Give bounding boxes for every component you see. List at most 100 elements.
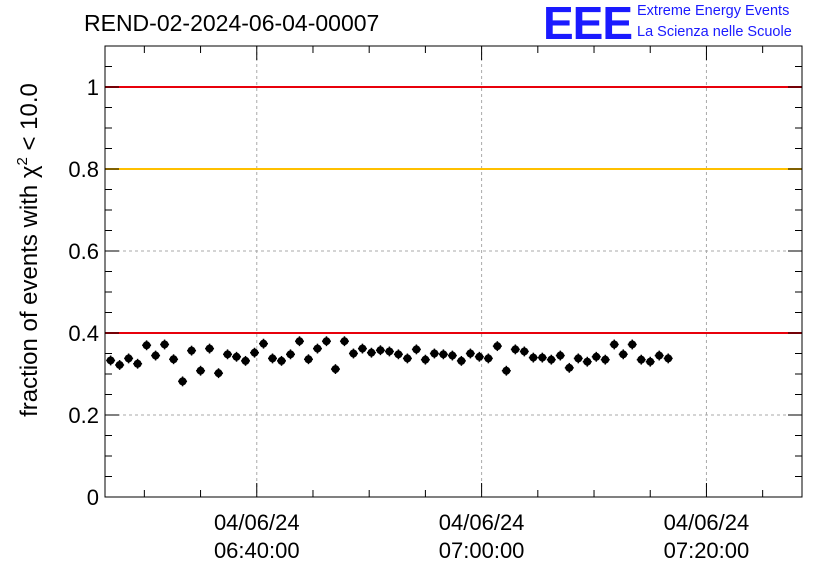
y-axis-label-text: fraction of events with χ bbox=[16, 165, 43, 417]
point-marker bbox=[367, 348, 376, 357]
data-point bbox=[393, 349, 403, 360]
point-marker bbox=[205, 344, 214, 353]
grid bbox=[105, 46, 802, 497]
data-point bbox=[483, 353, 493, 364]
data-point bbox=[142, 340, 152, 351]
data-point bbox=[564, 362, 574, 373]
y-axis-label: fraction of events with χ2 < 10.0 bbox=[14, 83, 43, 417]
x-tick-time: 07:20:00 bbox=[664, 538, 750, 563]
point-marker bbox=[628, 340, 637, 349]
point-marker bbox=[637, 355, 646, 364]
point-marker bbox=[151, 351, 160, 360]
point-marker bbox=[358, 344, 367, 353]
data-point bbox=[285, 349, 295, 360]
reference-lines bbox=[105, 86, 802, 334]
point-marker bbox=[466, 349, 475, 358]
data-point bbox=[312, 343, 322, 354]
point-marker bbox=[223, 350, 232, 359]
data-point bbox=[106, 355, 116, 366]
data-point bbox=[160, 339, 170, 350]
point-marker bbox=[457, 356, 466, 365]
data-point bbox=[429, 348, 439, 359]
y-tick-label: 0.8 bbox=[68, 157, 99, 182]
logo-line-2: La Scienza nelle Scuole bbox=[637, 24, 792, 40]
point-marker bbox=[250, 348, 259, 357]
data-point bbox=[582, 356, 592, 367]
data-points bbox=[106, 336, 673, 387]
data-point bbox=[303, 354, 313, 365]
point-marker bbox=[124, 354, 133, 363]
point-marker bbox=[295, 337, 304, 346]
data-point bbox=[339, 336, 349, 347]
data-point bbox=[223, 349, 233, 360]
data-point bbox=[205, 343, 215, 354]
data-point bbox=[510, 344, 520, 355]
data-point bbox=[438, 349, 448, 360]
data-point bbox=[169, 354, 179, 365]
point-marker bbox=[286, 350, 295, 359]
chart-title: REND-02-2024-06-04-00007 bbox=[84, 10, 380, 36]
data-point bbox=[357, 343, 367, 354]
y-tick-label: 0 bbox=[87, 485, 99, 510]
data-point bbox=[232, 351, 242, 362]
data-point bbox=[627, 339, 637, 350]
data-point bbox=[277, 355, 286, 366]
data-point bbox=[241, 355, 251, 366]
point-marker bbox=[502, 366, 511, 375]
point-marker bbox=[142, 341, 151, 350]
data-point bbox=[384, 346, 394, 357]
data-point bbox=[115, 360, 125, 370]
point-marker bbox=[592, 352, 601, 361]
data-point bbox=[178, 376, 188, 387]
y-tick-label: 0.4 bbox=[68, 321, 99, 346]
point-marker bbox=[322, 337, 331, 346]
point-marker bbox=[187, 346, 196, 355]
data-point bbox=[330, 364, 340, 374]
data-point bbox=[618, 349, 628, 360]
point-marker bbox=[484, 354, 493, 363]
y-tick-label: 0.6 bbox=[68, 239, 99, 264]
point-marker bbox=[178, 377, 187, 386]
point-marker bbox=[529, 353, 538, 362]
point-marker bbox=[403, 354, 412, 363]
data-point bbox=[375, 345, 385, 356]
point-marker bbox=[160, 340, 169, 349]
y-axis-label-tail: < 10.0 bbox=[16, 83, 43, 157]
data-point bbox=[645, 356, 655, 367]
data-point bbox=[528, 352, 538, 363]
point-marker bbox=[214, 369, 223, 378]
point-marker bbox=[331, 365, 340, 374]
data-point bbox=[600, 354, 610, 365]
point-marker bbox=[313, 344, 322, 353]
data-point bbox=[124, 353, 134, 364]
point-marker bbox=[259, 339, 268, 348]
data-point bbox=[366, 347, 376, 358]
point-marker bbox=[556, 351, 565, 360]
axis-ticks bbox=[105, 45, 802, 498]
point-marker bbox=[376, 346, 385, 355]
point-marker bbox=[196, 366, 205, 375]
point-marker bbox=[574, 354, 583, 363]
data-point bbox=[474, 351, 484, 362]
point-marker bbox=[601, 355, 610, 364]
point-marker bbox=[169, 355, 178, 364]
data-point bbox=[519, 346, 529, 357]
data-point bbox=[187, 345, 197, 356]
point-marker bbox=[430, 349, 439, 358]
data-point bbox=[196, 365, 206, 376]
data-point bbox=[609, 339, 619, 350]
x-tick-date: 04/06/24 bbox=[664, 510, 750, 535]
x-tick-date: 04/06/24 bbox=[214, 510, 300, 535]
point-marker bbox=[106, 356, 115, 365]
point-marker bbox=[547, 355, 556, 364]
point-marker bbox=[439, 350, 448, 359]
point-marker bbox=[565, 363, 574, 372]
point-marker bbox=[493, 342, 502, 351]
data-point bbox=[654, 350, 664, 361]
data-point bbox=[294, 336, 304, 347]
data-point bbox=[268, 353, 278, 364]
point-marker bbox=[475, 352, 484, 361]
x-tick-time: 06:40:00 bbox=[214, 538, 300, 563]
data-point bbox=[492, 341, 502, 352]
data-point bbox=[348, 348, 358, 359]
